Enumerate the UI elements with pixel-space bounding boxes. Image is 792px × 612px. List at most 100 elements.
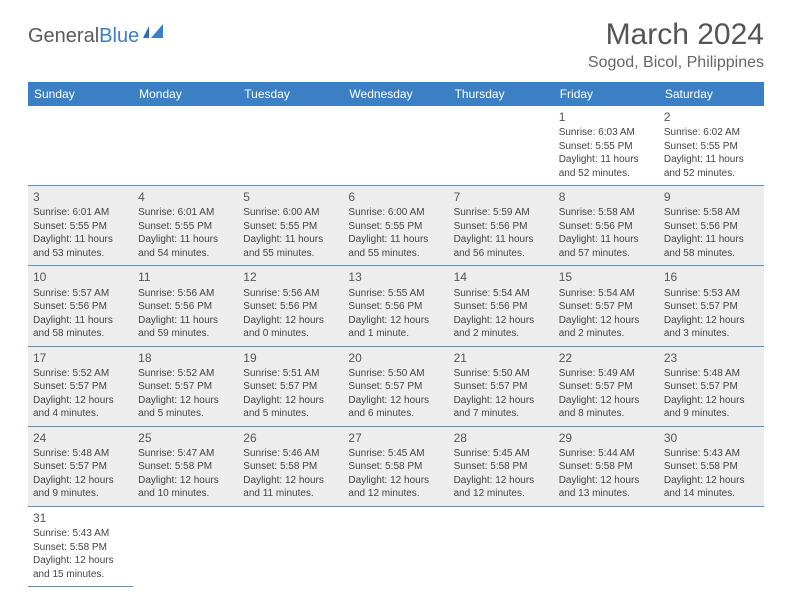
- calendar-day-cell: [133, 506, 238, 586]
- daylight-text: Daylight: 12 hours: [559, 474, 654, 488]
- daylight-text: and 59 minutes.: [138, 327, 233, 341]
- sunrise-text: Sunrise: 5:44 AM: [559, 447, 654, 461]
- daylight-text: Daylight: 11 hours: [33, 314, 128, 328]
- sunset-text: Sunset: 5:58 PM: [33, 541, 128, 555]
- day-number: 15: [559, 269, 654, 285]
- daylight-text: Daylight: 11 hours: [559, 233, 654, 247]
- calendar-day-cell: [554, 506, 659, 586]
- calendar-day-cell: 25Sunrise: 5:47 AMSunset: 5:58 PMDayligh…: [133, 426, 238, 506]
- calendar-day-cell: 23Sunrise: 5:48 AMSunset: 5:57 PMDayligh…: [659, 346, 764, 426]
- calendar-day-cell: 13Sunrise: 5:55 AMSunset: 5:56 PMDayligh…: [343, 266, 448, 346]
- logo-text-2: Blue: [99, 25, 139, 48]
- sunrise-text: Sunrise: 6:03 AM: [559, 126, 654, 140]
- calendar-day-cell: 28Sunrise: 5:45 AMSunset: 5:58 PMDayligh…: [449, 426, 554, 506]
- weekday-header: Saturday: [659, 82, 764, 106]
- sunrise-text: Sunrise: 5:48 AM: [664, 367, 759, 381]
- sunset-text: Sunset: 5:56 PM: [138, 300, 233, 314]
- calendar-day-cell: 15Sunrise: 5:54 AMSunset: 5:57 PMDayligh…: [554, 266, 659, 346]
- day-number: 13: [348, 269, 443, 285]
- day-number: 21: [454, 350, 549, 366]
- day-number: 19: [243, 350, 338, 366]
- sunrise-text: Sunrise: 5:53 AM: [664, 287, 759, 301]
- calendar-week-row: 1Sunrise: 6:03 AMSunset: 5:55 PMDaylight…: [28, 106, 764, 186]
- weekday-header: Thursday: [449, 82, 554, 106]
- daylight-text: Daylight: 12 hours: [243, 314, 338, 328]
- daylight-text: Daylight: 12 hours: [243, 474, 338, 488]
- day-number: 28: [454, 430, 549, 446]
- daylight-text: Daylight: 11 hours: [348, 233, 443, 247]
- daylight-text: and 1 minute.: [348, 327, 443, 341]
- daylight-text: and 3 minutes.: [664, 327, 759, 341]
- calendar-day-cell: 31Sunrise: 5:43 AMSunset: 5:58 PMDayligh…: [28, 506, 133, 586]
- sunset-text: Sunset: 5:57 PM: [664, 380, 759, 394]
- calendar-day-cell: 19Sunrise: 5:51 AMSunset: 5:57 PMDayligh…: [238, 346, 343, 426]
- sunset-text: Sunset: 5:57 PM: [559, 300, 654, 314]
- day-number: 12: [243, 269, 338, 285]
- calendar-week-row: 24Sunrise: 5:48 AMSunset: 5:57 PMDayligh…: [28, 426, 764, 506]
- sunset-text: Sunset: 5:56 PM: [454, 220, 549, 234]
- sunrise-text: Sunrise: 6:00 AM: [348, 206, 443, 220]
- calendar-day-cell: 11Sunrise: 5:56 AMSunset: 5:56 PMDayligh…: [133, 266, 238, 346]
- daylight-text: Daylight: 11 hours: [559, 153, 654, 167]
- day-number: 16: [664, 269, 759, 285]
- sunrise-text: Sunrise: 5:45 AM: [348, 447, 443, 461]
- daylight-text: Daylight: 12 hours: [348, 314, 443, 328]
- daylight-text: Daylight: 12 hours: [33, 474, 128, 488]
- sunrise-text: Sunrise: 5:55 AM: [348, 287, 443, 301]
- sunset-text: Sunset: 5:58 PM: [664, 460, 759, 474]
- daylight-text: Daylight: 11 hours: [664, 233, 759, 247]
- weekday-header: Friday: [554, 82, 659, 106]
- logo-text-1: General: [28, 25, 99, 48]
- daylight-text: Daylight: 12 hours: [243, 394, 338, 408]
- daylight-text: and 57 minutes.: [559, 247, 654, 261]
- daylight-text: and 55 minutes.: [348, 247, 443, 261]
- sunset-text: Sunset: 5:57 PM: [243, 380, 338, 394]
- day-number: 31: [33, 510, 128, 526]
- calendar-day-cell: 26Sunrise: 5:46 AMSunset: 5:58 PMDayligh…: [238, 426, 343, 506]
- calendar-week-row: 17Sunrise: 5:52 AMSunset: 5:57 PMDayligh…: [28, 346, 764, 426]
- location-text: Sogod, Bicol, Philippines: [588, 54, 764, 72]
- header: GeneralBlue March 2024 Sogod, Bicol, Phi…: [28, 18, 764, 72]
- day-number: 14: [454, 269, 549, 285]
- day-number: 5: [243, 189, 338, 205]
- daylight-text: and 2 minutes.: [454, 327, 549, 341]
- sunset-text: Sunset: 5:58 PM: [138, 460, 233, 474]
- day-number: 24: [33, 430, 128, 446]
- daylight-text: and 0 minutes.: [243, 327, 338, 341]
- calendar-week-row: 31Sunrise: 5:43 AMSunset: 5:58 PMDayligh…: [28, 506, 764, 586]
- daylight-text: and 4 minutes.: [33, 407, 128, 421]
- sunset-text: Sunset: 5:57 PM: [559, 380, 654, 394]
- calendar-day-cell: 30Sunrise: 5:43 AMSunset: 5:58 PMDayligh…: [659, 426, 764, 506]
- sunrise-text: Sunrise: 5:43 AM: [33, 527, 128, 541]
- weekday-header: Monday: [133, 82, 238, 106]
- daylight-text: Daylight: 12 hours: [559, 314, 654, 328]
- calendar-day-cell: 8Sunrise: 5:58 AMSunset: 5:56 PMDaylight…: [554, 186, 659, 266]
- sunset-text: Sunset: 5:57 PM: [454, 380, 549, 394]
- daylight-text: and 11 minutes.: [243, 487, 338, 501]
- sunrise-text: Sunrise: 5:51 AM: [243, 367, 338, 381]
- day-number: 22: [559, 350, 654, 366]
- logo: GeneralBlue: [28, 18, 169, 48]
- daylight-text: and 13 minutes.: [559, 487, 654, 501]
- sunrise-text: Sunrise: 5:52 AM: [138, 367, 233, 381]
- calendar-day-cell: [343, 506, 448, 586]
- daylight-text: Daylight: 12 hours: [664, 314, 759, 328]
- day-number: 10: [33, 269, 128, 285]
- daylight-text: and 10 minutes.: [138, 487, 233, 501]
- sunset-text: Sunset: 5:58 PM: [559, 460, 654, 474]
- calendar-day-cell: 1Sunrise: 6:03 AMSunset: 5:55 PMDaylight…: [554, 106, 659, 186]
- calendar-day-cell: [238, 506, 343, 586]
- calendar-table: Sunday Monday Tuesday Wednesday Thursday…: [28, 82, 764, 587]
- sunset-text: Sunset: 5:56 PM: [454, 300, 549, 314]
- calendar-day-cell: 22Sunrise: 5:49 AMSunset: 5:57 PMDayligh…: [554, 346, 659, 426]
- sunrise-text: Sunrise: 5:52 AM: [33, 367, 128, 381]
- sunset-text: Sunset: 5:55 PM: [138, 220, 233, 234]
- daylight-text: and 55 minutes.: [243, 247, 338, 261]
- sunset-text: Sunset: 5:58 PM: [454, 460, 549, 474]
- logo-flag-icon: [143, 24, 169, 42]
- sunset-text: Sunset: 5:56 PM: [33, 300, 128, 314]
- calendar-day-cell: 2Sunrise: 6:02 AMSunset: 5:55 PMDaylight…: [659, 106, 764, 186]
- daylight-text: and 53 minutes.: [33, 247, 128, 261]
- day-number: 27: [348, 430, 443, 446]
- daylight-text: and 14 minutes.: [664, 487, 759, 501]
